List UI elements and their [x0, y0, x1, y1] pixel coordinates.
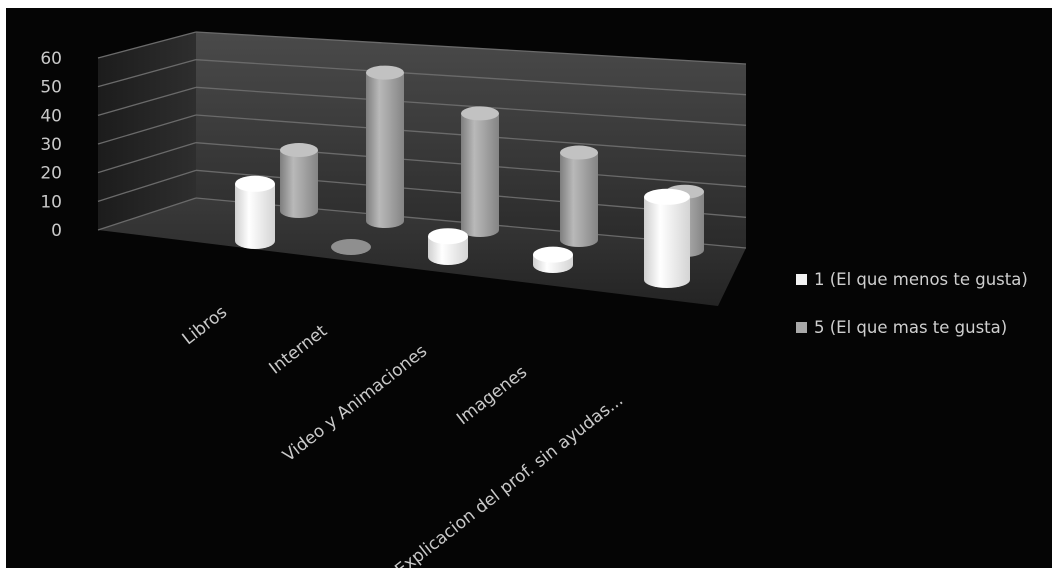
x-tick-label: Explicacion del prof. sin ayudas...	[391, 390, 627, 568]
y-tick-label: 0	[51, 221, 62, 241]
y-tick-label: 40	[40, 106, 62, 126]
gridline-side	[97, 114, 197, 145]
gridline-side	[97, 169, 197, 202]
y-tick-label: 20	[40, 164, 62, 184]
bar-series-1-0	[235, 175, 275, 249]
side-wall	[98, 32, 196, 230]
gridline	[195, 86, 747, 126]
legend-swatch-series-5	[796, 321, 807, 333]
y-tick-label: 10	[40, 192, 62, 212]
gridline-side	[97, 59, 197, 88]
legend-item-series-5: 5 (El que mas te gusta)	[796, 314, 1028, 340]
x-tick-label: Video y Animaciones	[279, 341, 431, 466]
bar-series-5-1	[366, 65, 404, 228]
legend-swatch-series-1	[796, 273, 807, 285]
bar-series-5-2	[461, 106, 499, 237]
legend-item-series-1: 1 (El que menos te gusta)	[796, 266, 1028, 292]
series-1-bars	[235, 175, 690, 288]
x-tick-label: Libros	[179, 302, 232, 349]
gridline	[195, 59, 747, 96]
legend: 1 (El que menos te gusta) 5 (El que mas …	[796, 266, 1028, 362]
y-tick-label: 30	[40, 135, 62, 155]
bar-series-1-3	[533, 246, 573, 273]
gridline-side	[97, 142, 197, 174]
bar-series-5-3	[560, 145, 598, 247]
gridline-side	[97, 197, 197, 231]
bar-series-5-0	[280, 143, 318, 218]
gridline	[195, 31, 747, 65]
y-tick-label: 50	[40, 78, 62, 98]
x-tick-label: Imagenes	[453, 362, 531, 429]
legend-label-series-1: 1 (El que menos te gusta)	[814, 269, 1028, 289]
y-tick-label: 60	[40, 49, 62, 69]
bar-series-1-1	[331, 239, 371, 255]
x-tick-label: Internet	[266, 321, 332, 379]
bar-series-1-2	[428, 228, 468, 265]
legend-label-series-5: 5 (El que mas te gusta)	[814, 317, 1008, 337]
gridline-side	[97, 31, 197, 59]
chart-frame: 0 10 20 30 40 50 60 Libros Internet Video y Anim…	[6, 8, 1052, 568]
bar-series-1-4	[644, 188, 690, 288]
gridline-side	[97, 86, 197, 116]
y-axis-ticks: 0 10 20 30 40 50 60	[40, 49, 62, 241]
